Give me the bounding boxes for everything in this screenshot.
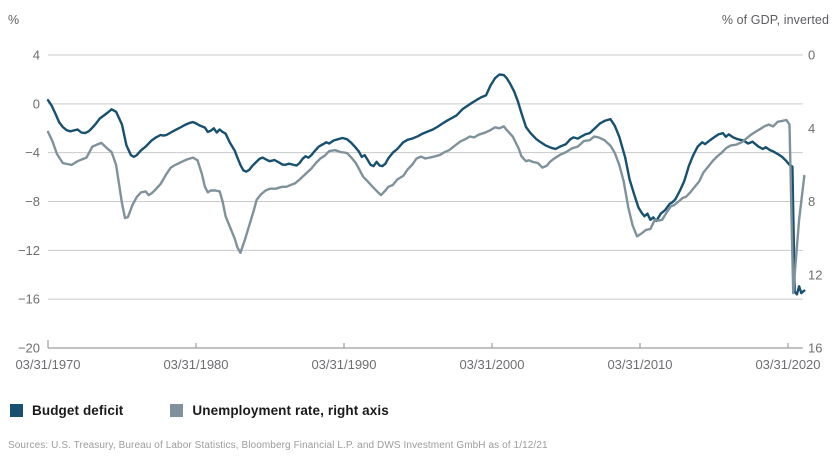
y-left-tick-label: −16 xyxy=(18,292,40,307)
right-axis-title: % of GDP, inverted xyxy=(721,13,829,27)
unemployment-legend-label: Unemployment rate, right axis xyxy=(192,403,389,418)
y-left-tick-label: −12 xyxy=(18,243,40,258)
unemployment-line xyxy=(46,118,806,295)
y-left-tick-label: −8 xyxy=(25,194,40,209)
y-right-tick-label: 16 xyxy=(808,341,822,356)
y-right-tick-label: 12 xyxy=(808,267,822,282)
legend-item-budget-deficit: Budget deficit xyxy=(10,403,123,418)
y-left-tick-label: 0 xyxy=(33,96,40,111)
y-left-tick-label: −4 xyxy=(25,145,40,160)
x-axis-tick-label: 03/31/2000 xyxy=(459,357,524,372)
y-right-tick-label: 0 xyxy=(808,48,815,63)
x-axis-tick-label: 03/31/1970 xyxy=(15,357,80,372)
y-left-tick-label: −20 xyxy=(18,341,40,356)
legend-item-unemployment: Unemployment rate, right axis xyxy=(170,403,389,418)
budget-deficit-line xyxy=(46,73,806,296)
plot-area: 4 0 −4 −8 −12 −16 −20 0 4 8 12 16 03/31/1970 03/31/19… xyxy=(15,48,822,373)
x-axis-tick-label: 03/31/2020 xyxy=(755,357,820,372)
x-axis-tick-label: 03/31/2010 xyxy=(607,357,672,372)
y-right-tick-label: 4 xyxy=(808,121,815,136)
y-left-tick-label: 4 xyxy=(33,48,40,63)
budget-deficit-legend-label: Budget deficit xyxy=(32,403,124,418)
left-axis-title: % xyxy=(8,13,20,27)
legend: Budget deficit Unemployment rate, right … xyxy=(10,403,389,418)
x-axis-tick-label: 03/31/1980 xyxy=(163,357,228,372)
budget-deficit-swatch xyxy=(10,404,23,417)
source-note: Sources: U.S. Treasury, Bureau of Labor … xyxy=(8,440,548,451)
y-right-tick-label: 8 xyxy=(808,194,815,209)
unemployment-swatch xyxy=(170,404,184,417)
x-axis-tick-label: 03/31/1990 xyxy=(311,357,376,372)
